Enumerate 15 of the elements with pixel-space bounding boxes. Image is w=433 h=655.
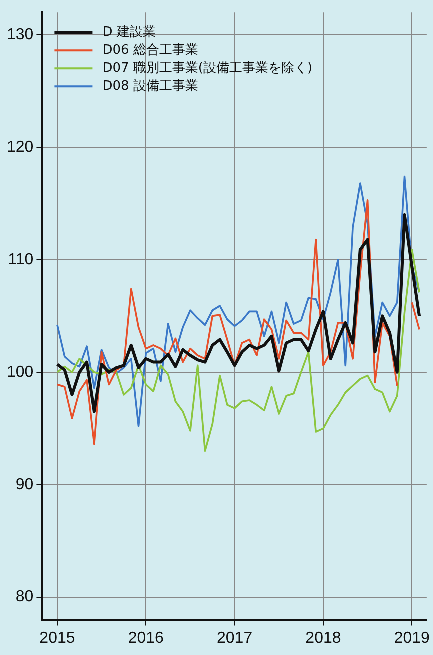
x-tick-label: 2018 xyxy=(306,630,342,647)
x-tick-label: 2017 xyxy=(217,630,253,647)
x-tick-label: 2019 xyxy=(394,630,430,647)
y-tick-label: 80 xyxy=(16,588,34,606)
y-tick-label: 110 xyxy=(8,251,34,268)
legend-label: D08 設備工事業 xyxy=(102,78,198,94)
y-tick-label: 90 xyxy=(16,476,34,494)
y-tick-label: 120 xyxy=(6,138,34,156)
legend-label: D06 総合工事業 xyxy=(102,42,198,58)
x-tick-label: 2015 xyxy=(40,630,76,647)
x-tick-label: 2016 xyxy=(128,630,164,647)
legend-label: D07 職別工事業(設備工事業を除く) xyxy=(102,60,313,76)
legend-label: D 建設業 xyxy=(102,24,156,40)
y-tick-label: 130 xyxy=(6,26,34,44)
y-tick-label: 100 xyxy=(6,364,34,381)
